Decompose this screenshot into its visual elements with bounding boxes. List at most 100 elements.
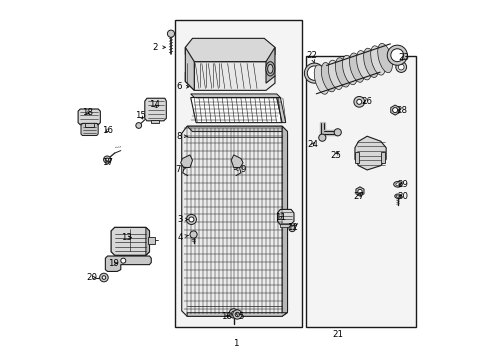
Polygon shape — [276, 98, 285, 123]
Text: 23: 23 — [398, 53, 409, 62]
Polygon shape — [185, 62, 274, 90]
Circle shape — [304, 63, 324, 83]
Bar — [148, 237, 155, 244]
Text: 24: 24 — [306, 140, 318, 149]
Polygon shape — [187, 126, 287, 132]
Circle shape — [121, 258, 125, 263]
Bar — [305, 56, 415, 327]
Circle shape — [188, 217, 194, 222]
Circle shape — [288, 225, 295, 231]
Text: 7: 7 — [175, 165, 186, 174]
Bar — [354, 152, 358, 163]
Text: 19: 19 — [108, 259, 119, 268]
Circle shape — [102, 276, 105, 279]
Text: 3: 3 — [177, 215, 188, 224]
Bar — [280, 224, 290, 226]
Text: 26: 26 — [360, 97, 371, 106]
Text: 29: 29 — [397, 180, 407, 189]
Polygon shape — [185, 39, 274, 62]
Text: 15: 15 — [135, 111, 146, 120]
Circle shape — [105, 158, 108, 161]
Circle shape — [190, 231, 197, 238]
Circle shape — [357, 189, 362, 194]
Polygon shape — [282, 126, 287, 316]
Polygon shape — [231, 155, 243, 167]
Text: 10: 10 — [221, 312, 232, 321]
Ellipse shape — [356, 51, 370, 80]
Polygon shape — [81, 123, 98, 135]
Ellipse shape — [396, 195, 399, 197]
Circle shape — [232, 310, 242, 319]
Ellipse shape — [370, 46, 385, 75]
Text: 9: 9 — [234, 165, 245, 174]
Polygon shape — [145, 227, 149, 255]
Ellipse shape — [377, 44, 392, 73]
Polygon shape — [144, 98, 166, 121]
Ellipse shape — [398, 64, 403, 70]
Ellipse shape — [394, 194, 400, 198]
Polygon shape — [277, 210, 293, 225]
Bar — [85, 123, 94, 127]
Text: 12: 12 — [287, 223, 298, 232]
Circle shape — [353, 96, 364, 107]
Circle shape — [167, 30, 174, 37]
Polygon shape — [190, 94, 280, 98]
Polygon shape — [185, 47, 194, 90]
Text: 20: 20 — [86, 273, 98, 282]
Text: 22: 22 — [306, 51, 317, 63]
Text: 27: 27 — [353, 192, 364, 201]
Polygon shape — [355, 187, 363, 196]
Ellipse shape — [335, 58, 349, 87]
Text: 1: 1 — [232, 339, 238, 348]
Text: 25: 25 — [330, 151, 341, 160]
Polygon shape — [111, 227, 149, 255]
Bar — [151, 120, 159, 123]
Bar — [381, 152, 384, 163]
Ellipse shape — [395, 183, 399, 186]
Circle shape — [356, 99, 361, 104]
Text: 2: 2 — [153, 43, 165, 52]
Ellipse shape — [349, 53, 364, 82]
Circle shape — [231, 311, 235, 316]
Text: 11: 11 — [274, 213, 285, 222]
Circle shape — [136, 123, 142, 129]
Ellipse shape — [267, 64, 272, 73]
Polygon shape — [354, 136, 386, 170]
Ellipse shape — [395, 62, 406, 72]
Bar — [174, 21, 301, 327]
Text: 17: 17 — [102, 158, 113, 167]
Polygon shape — [180, 155, 192, 167]
Polygon shape — [190, 98, 282, 123]
Text: 5: 5 — [236, 312, 244, 321]
Text: 8: 8 — [176, 132, 187, 141]
Text: 6: 6 — [176, 82, 189, 91]
Polygon shape — [265, 47, 274, 83]
Circle shape — [228, 309, 238, 318]
Polygon shape — [105, 256, 151, 271]
Text: 14: 14 — [148, 100, 159, 109]
Circle shape — [333, 129, 341, 136]
Text: 28: 28 — [396, 105, 407, 114]
Ellipse shape — [327, 60, 343, 89]
Polygon shape — [182, 126, 287, 316]
Text: 13: 13 — [121, 233, 132, 242]
Circle shape — [100, 273, 108, 282]
Ellipse shape — [393, 181, 402, 187]
Circle shape — [390, 49, 403, 62]
Text: 4: 4 — [177, 233, 188, 242]
Ellipse shape — [265, 62, 274, 76]
Text: 18: 18 — [82, 108, 93, 117]
Ellipse shape — [314, 65, 328, 94]
Ellipse shape — [363, 48, 378, 77]
Circle shape — [186, 215, 196, 225]
Circle shape — [392, 108, 397, 113]
Circle shape — [306, 66, 321, 80]
Polygon shape — [390, 105, 399, 115]
Text: 16: 16 — [102, 126, 113, 135]
Text: 30: 30 — [397, 192, 407, 201]
Circle shape — [235, 312, 239, 317]
Polygon shape — [187, 313, 286, 316]
Text: 21: 21 — [331, 330, 343, 339]
Polygon shape — [78, 109, 100, 125]
Ellipse shape — [342, 55, 356, 85]
